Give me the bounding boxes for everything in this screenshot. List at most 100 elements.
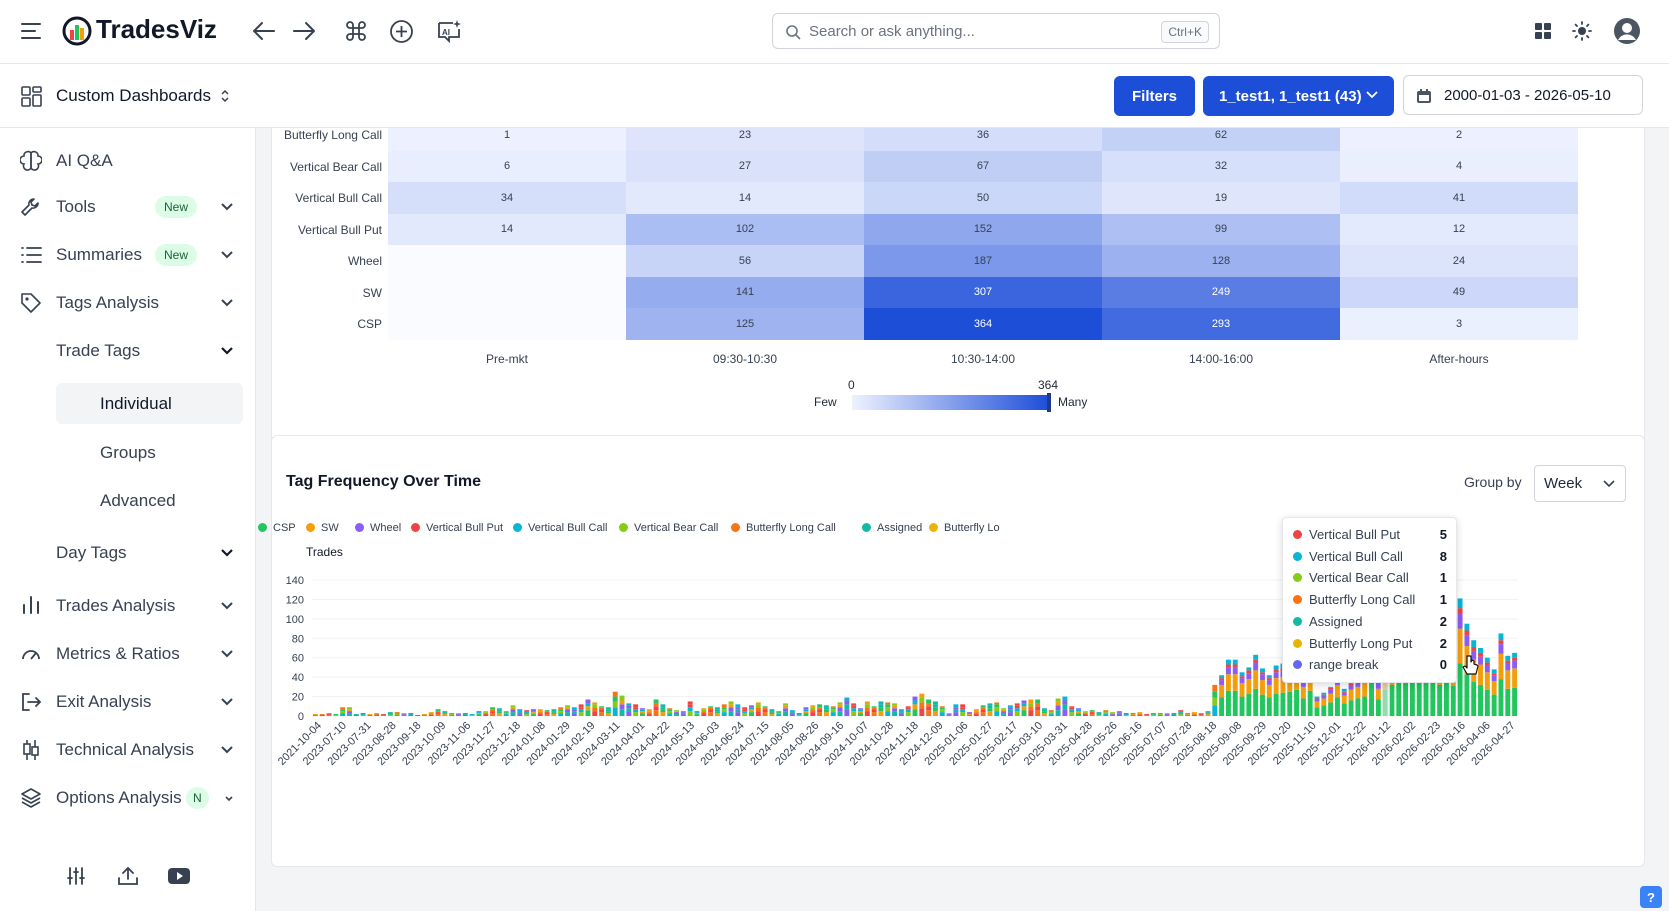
heatmap-cell[interactable]: 49: [1340, 276, 1578, 308]
chevron-down-icon[interactable]: [220, 740, 234, 760]
sidebar-item-trades-analysis[interactable]: Trades Analysis: [0, 584, 256, 628]
date-range-picker[interactable]: 2000-01-03 - 2026-05-10: [1403, 75, 1643, 115]
chevron-down-icon[interactable]: [220, 245, 234, 265]
sidebar-item-label[interactable]: Tools: [56, 197, 96, 216]
heatmap-cell[interactable]: 293: [1102, 308, 1340, 340]
heatmap-cell[interactable]: 24: [1340, 245, 1578, 277]
date-range-text[interactable]: 2000-01-03 - 2026-05-10: [1444, 87, 1611, 104]
sidebar-item-metrics-ratios[interactable]: Metrics & Ratios: [0, 632, 256, 676]
sidebar-item-label[interactable]: Options Analysis: [56, 788, 182, 807]
heatmap-cell[interactable]: 41: [1340, 182, 1578, 214]
heatmap-cell[interactable]: 14: [388, 213, 626, 245]
upload-icon[interactable]: [117, 866, 139, 886]
legend-item[interactable]: Assigned: [862, 522, 922, 534]
chevron-down-icon[interactable]: [220, 644, 234, 664]
add-circle-icon[interactable]: [389, 19, 414, 44]
sidebar-item-trade-tags[interactable]: Trade Tags: [0, 329, 256, 373]
account-selector-label[interactable]: 1_test1, 1_test1 (43): [1219, 87, 1362, 105]
group-by-select[interactable]: Week: [1534, 465, 1626, 502]
back-arrow-icon[interactable]: [252, 20, 276, 42]
chevron-down-icon[interactable]: [220, 596, 234, 616]
search-bar[interactable]: Search or ask anything... Ctrl+K: [772, 13, 1220, 49]
sidebar-item-groups[interactable]: Groups: [100, 443, 156, 462]
sidebar-item-label[interactable]: AI Q&A: [56, 151, 113, 170]
heatmap-cell[interactable]: [388, 308, 626, 340]
ai-chat-icon[interactable]: AI: [436, 18, 462, 44]
user-avatar-icon[interactable]: [1613, 17, 1641, 45]
account-selector-button[interactable]: 1_test1, 1_test1 (43): [1203, 76, 1394, 116]
legend-item[interactable]: Vertical Bull Call: [513, 522, 607, 534]
filters-button-label[interactable]: Filters: [1131, 87, 1177, 105]
heatmap-cell[interactable]: 307: [864, 276, 1102, 308]
heatmap-cell[interactable]: 99: [1102, 213, 1340, 245]
heatmap-cell[interactable]: 19: [1102, 182, 1340, 214]
heatmap-cell[interactable]: 2: [1340, 128, 1578, 151]
sidebar-item-label[interactable]: Trade Tags: [56, 341, 141, 360]
heatmap-cell[interactable]: 364: [864, 308, 1102, 340]
sidebar-item-technical-analysis[interactable]: Technical Analysis: [0, 728, 256, 772]
youtube-icon[interactable]: [168, 868, 190, 884]
sidebar-item-day-tags[interactable]: Day Tags: [0, 531, 256, 575]
chevron-down-icon[interactable]: [220, 197, 234, 217]
sidebar-item-label[interactable]: Tags Analysis: [56, 293, 159, 312]
scale-handle[interactable]: [1047, 393, 1051, 412]
heatmap-cell[interactable]: 14: [626, 182, 864, 214]
legend-item[interactable]: CSP: [258, 522, 296, 534]
command-icon[interactable]: [344, 19, 368, 43]
chevron-down-icon[interactable]: [220, 293, 234, 313]
menu-icon[interactable]: [20, 21, 42, 41]
dashboard-selector[interactable]: Custom Dashboards: [56, 86, 211, 105]
sidebar-item-options-analysis[interactable]: Options Analysis N: [0, 776, 256, 820]
heatmap-cell[interactable]: 3: [1340, 308, 1578, 340]
legend-item[interactable]: SW: [306, 522, 339, 534]
sidebar-item-label[interactable]: Day Tags: [56, 543, 127, 562]
heatmap-cell[interactable]: 102: [626, 213, 864, 245]
heatmap-cell[interactable]: 12: [1340, 213, 1578, 245]
heatmap-cell[interactable]: 56: [626, 245, 864, 277]
legend-item[interactable]: Butterfly Lo: [929, 522, 1000, 534]
heatmap-cell[interactable]: 125: [626, 308, 864, 340]
heatmap-cell[interactable]: 152: [864, 213, 1102, 245]
heatmap-cell[interactable]: 1: [388, 128, 626, 151]
apps-grid-icon[interactable]: [1534, 22, 1552, 40]
help-chat-icon[interactable]: ?: [1640, 886, 1662, 908]
chevron-down-icon[interactable]: [224, 788, 234, 808]
chevron-down-icon[interactable]: [220, 692, 234, 712]
sidebar-item-label[interactable]: Summaries: [56, 245, 142, 264]
sun-icon[interactable]: [1572, 21, 1592, 41]
legend-item[interactable]: Butterfly Long Call: [731, 522, 836, 534]
sliders-icon[interactable]: [66, 866, 86, 886]
app-logo-text[interactable]: TradesViz: [96, 14, 217, 44]
sidebar-item-label[interactable]: Individual: [100, 394, 172, 413]
heatmap-cell[interactable]: 23: [626, 128, 864, 151]
heatmap-cell[interactable]: 4: [1340, 150, 1578, 182]
sidebar-item-tags-analysis[interactable]: Tags Analysis: [0, 281, 256, 325]
heatmap-cell[interactable]: 128: [1102, 245, 1340, 277]
forward-arrow-icon[interactable]: [292, 20, 316, 42]
heatmap-cell[interactable]: [388, 245, 626, 277]
sidebar-item-ai-qa[interactable]: AI Q&A: [0, 139, 256, 183]
legend-item[interactable]: Vertical Bear Call: [619, 522, 718, 534]
updown-chevron-icon[interactable]: [219, 88, 231, 104]
heatmap-cell[interactable]: 6: [388, 150, 626, 182]
sidebar-item-label[interactable]: Exit Analysis: [56, 692, 152, 711]
heatmap-cell[interactable]: 50: [864, 182, 1102, 214]
legend-item[interactable]: Wheel: [355, 522, 401, 534]
heatmap-cell[interactable]: 67: [864, 150, 1102, 182]
heatmap-cell[interactable]: 249: [1102, 276, 1340, 308]
search-placeholder[interactable]: Search or ask anything...: [809, 23, 975, 40]
sidebar-item-label[interactable]: Technical Analysis: [56, 740, 194, 759]
group-by-value[interactable]: Week: [1544, 475, 1583, 492]
sidebar-item-exit-analysis[interactable]: Exit Analysis: [0, 680, 256, 724]
heatmap-cell[interactable]: 141: [626, 276, 864, 308]
heatmap-cell[interactable]: 32: [1102, 150, 1340, 182]
heatmap-cell[interactable]: 62: [1102, 128, 1340, 151]
filters-button[interactable]: Filters: [1114, 76, 1195, 116]
sidebar-item-advanced[interactable]: Advanced: [100, 491, 176, 510]
heatmap-cell[interactable]: [388, 276, 626, 308]
sidebar-item-individual[interactable]: Individual: [56, 383, 243, 424]
sidebar-item-label[interactable]: Trades Analysis: [56, 596, 176, 615]
sidebar-item-summaries[interactable]: Summaries New: [0, 233, 256, 277]
heatmap-cell[interactable]: 36: [864, 128, 1102, 151]
heatmap-cell[interactable]: 187: [864, 245, 1102, 277]
